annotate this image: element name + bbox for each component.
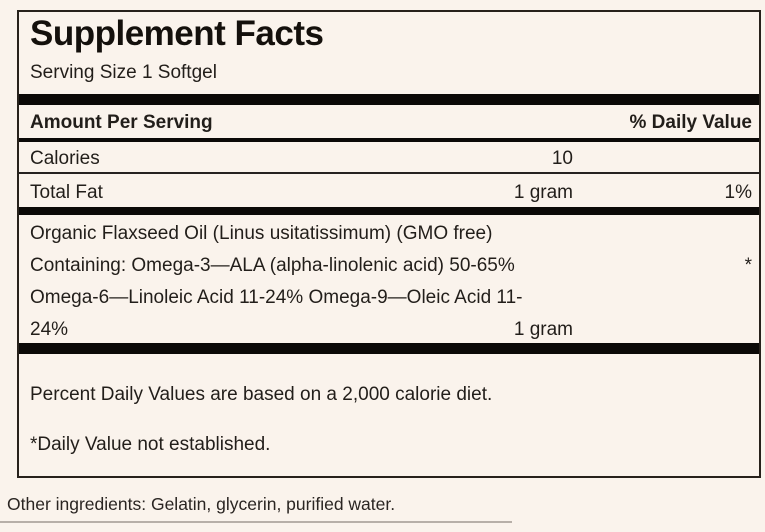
other-ingredients: Other ingredients: Gelatin, glycerin, pu… xyxy=(7,494,396,514)
label-title: Supplement Facts xyxy=(30,14,324,53)
flaxseed-ingredient-block: Organic Flaxseed Oil (Linus usitatissimu… xyxy=(30,218,752,346)
row-rule xyxy=(19,172,759,174)
total-fat-name: Total Fat xyxy=(30,182,103,203)
thick-separator-bar-bottom xyxy=(19,343,759,354)
flaxseed-line-4-text: 24% xyxy=(30,319,69,340)
flaxseed-line-4: 24% 1 gram xyxy=(30,314,752,346)
percent-daily-value-header: % Daily Value xyxy=(629,112,752,133)
flaxseed-dv-asterisk: * xyxy=(744,255,752,276)
thick-separator-bar-top xyxy=(19,94,759,105)
calories-name: Calories xyxy=(30,148,100,169)
column-header-row: Amount Per Serving % Daily Value xyxy=(30,112,752,134)
flaxseed-line-3: Omega-6—Linoleic Acid 11-24% Omega-9—Ole… xyxy=(30,287,523,308)
footnote-not-established: *Daily Value not established. xyxy=(30,434,271,455)
table-row-total-fat: Total Fat 1 gram 1% xyxy=(30,182,752,204)
total-fat-dv: 1% xyxy=(724,182,752,203)
serving-size: Serving Size 1 Softgel xyxy=(30,62,217,83)
supplement-facts-box: Supplement Facts Serving Size 1 Softgel … xyxy=(17,10,761,478)
total-fat-amount: 1 gram xyxy=(513,182,573,203)
flaxseed-line-2-text: Containing: Omega-3—ALA (alpha-linolenic… xyxy=(30,255,515,276)
flaxseed-line-1: Organic Flaxseed Oil (Linus usitatissimu… xyxy=(30,223,493,244)
table-row-calories: Calories 10 xyxy=(30,148,752,170)
amount-per-serving-header: Amount Per Serving xyxy=(30,112,213,133)
footnote-dv-basis: Percent Daily Values are based on a 2,00… xyxy=(30,384,493,405)
header-rule xyxy=(19,138,759,142)
flaxseed-amount: 1 gram xyxy=(513,319,573,340)
thick-separator-bar-middle xyxy=(19,207,759,215)
calories-amount: 10 xyxy=(551,148,573,169)
flaxseed-line-2: Containing: Omega-3—ALA (alpha-linolenic… xyxy=(30,250,752,282)
cutoff-divider-line xyxy=(0,521,512,523)
